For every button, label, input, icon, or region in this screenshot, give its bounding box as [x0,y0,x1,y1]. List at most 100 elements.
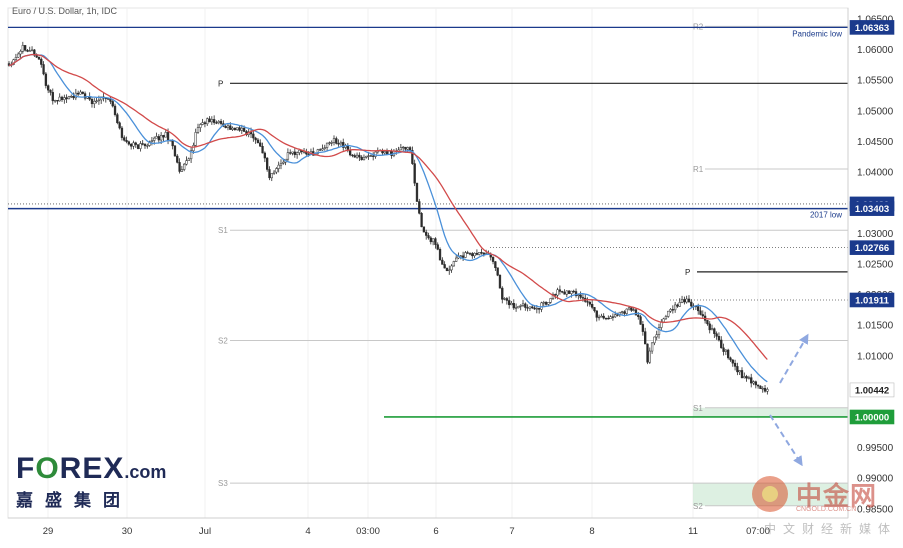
candle-body [298,149,301,153]
price-badge [849,292,895,308]
candle-body [321,148,324,151]
candle-body [40,58,43,65]
candle-body [226,125,230,129]
candle-body [53,100,57,102]
price-tick-label: 1.03000 [857,229,894,240]
candle-body [429,237,432,243]
candle-body [120,127,124,138]
candle-body [427,235,430,239]
price-badge [849,240,895,255]
candle-body [406,147,409,150]
candle-body [277,164,280,169]
candle-body [461,255,465,258]
date-tick-label: 29 [43,526,54,537]
candle-body [752,381,755,384]
price-badges: 1.063631.034801.034031.027661.019111.004… [849,20,895,425]
candle-body [713,328,716,334]
candle-body [625,308,628,314]
candle-body [134,142,137,145]
candle-body [325,142,329,148]
candle-body [240,127,243,131]
candle-body [745,376,748,379]
candle-body [514,307,518,309]
candle-body [49,89,52,93]
candle-body [261,146,264,154]
candle-body [215,122,218,124]
level-label: P [218,79,223,88]
candle-body [616,314,619,316]
price-tick-label: 1.01000 [857,351,894,362]
candle-body [639,316,642,325]
candle-body [385,151,389,155]
price-tick-label: 1.01500 [857,321,894,332]
price-badge-label: 1.00442 [855,385,889,396]
price-tick-label: 0.99000 [857,474,894,485]
candle-body [683,299,686,303]
candle-body [203,122,207,125]
candle-body [508,300,511,306]
level-label: S2 [693,502,703,511]
candle-body [519,305,522,307]
candle-body [620,311,624,313]
candle-body [44,73,48,86]
candle-body [42,64,45,75]
price-tick-label: 1.06500 [857,15,894,26]
candle-body [441,259,444,265]
candle-body [208,118,211,123]
candle-body [538,308,541,310]
candle-body [680,299,684,303]
candle-body [466,252,469,254]
candle-body [544,302,548,305]
candle-body [369,155,373,157]
level-label: S3 [218,479,228,488]
candle-body [162,135,165,138]
candle-body [468,253,472,255]
candle-body [199,124,202,128]
candle-body [563,291,566,295]
level-label: S1 [218,226,228,235]
date-tick-label: 7 [509,526,514,537]
candle-body [604,317,608,320]
candle-body [411,150,414,164]
candle-body [503,298,506,300]
candle-body [90,99,94,105]
candle-body [263,152,267,159]
candle-body [685,298,688,303]
candle-body [33,49,36,56]
candle-body [438,249,442,261]
candle-body [478,252,481,255]
candle-body [141,143,144,145]
candle-body [413,163,416,184]
candle-body [323,147,326,149]
forecast-arrows [769,333,809,467]
candle-body [750,377,753,384]
candle-body [212,119,216,123]
candle-body [328,142,331,144]
candle-body [358,154,361,158]
candle-body [763,388,767,392]
date-tick-label: 4 [305,526,310,537]
candle-body [588,301,592,305]
date-tick-label: Jul [199,526,211,537]
candle-body [233,127,237,130]
candle-body [351,154,354,157]
candle-body [291,151,294,154]
price-badge-label: 1.03403 [855,204,889,215]
candle-body [183,163,186,170]
candle-body [14,57,18,60]
candle-body [646,343,649,363]
candle-body [79,91,82,95]
candle-body [459,255,462,257]
candle-body [669,309,672,312]
date-tick-label: 07:00 [746,526,770,537]
candle-body [185,160,188,165]
candle-body [35,55,38,58]
candle-body [150,140,154,142]
candle-body [443,264,446,269]
candle-body [630,307,633,311]
candle-body [699,310,702,315]
candle-body [196,127,200,133]
date-tick-label: 6 [433,526,438,537]
candle-body [47,85,50,91]
